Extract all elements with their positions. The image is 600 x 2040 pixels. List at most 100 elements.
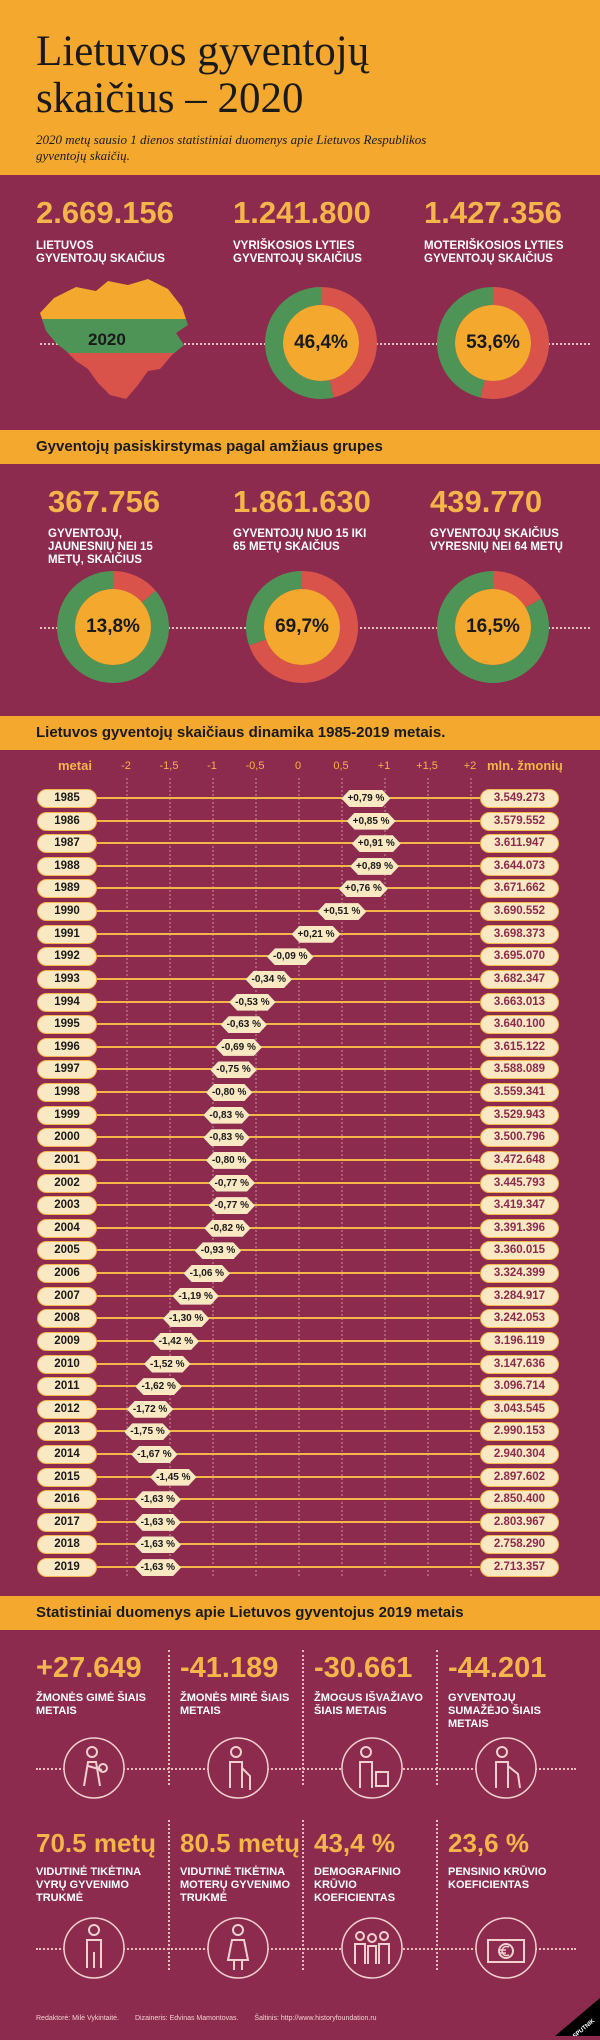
row-year-label: 1994	[37, 992, 97, 1012]
mother-baby-icon	[63, 1737, 125, 1799]
row-track	[97, 1113, 480, 1116]
x-tick-label: +2	[463, 760, 477, 772]
row-year-label: 1998	[37, 1083, 97, 1103]
row-population-label: 2.990.153	[480, 1422, 559, 1442]
working-age-label: GYVENTOJŲ NUO 15 IKI 65 METŲ SKAIČIUS	[233, 528, 367, 553]
over64-percent: 16,5%	[466, 616, 520, 637]
row-track	[97, 1452, 480, 1455]
row-track	[97, 1158, 480, 1161]
row-track	[97, 910, 480, 913]
under15-donut-chart: 13,8%	[53, 567, 173, 687]
row-population-label: 2.713.357	[480, 1558, 559, 1578]
row-change-marker: -0,80 %	[206, 1152, 252, 1169]
row-track	[97, 1226, 480, 1229]
row-year-label: 2003	[37, 1196, 97, 1216]
row-year-label: 1999	[37, 1105, 97, 1125]
x-tick-label: +1	[377, 760, 391, 772]
stats-title: Statistiniai duomenys apie Lietuvos gyve…	[0, 1596, 600, 1630]
deaths-number: -41.189	[180, 1652, 279, 1684]
sputnik-logo: SPUTNIK	[555, 1998, 600, 2036]
row-population-label: 3.500.796	[480, 1128, 559, 1148]
row-population-label: 3.549.273	[480, 789, 559, 808]
row-change-marker: -0,63 %	[221, 1016, 267, 1033]
row-year-label: 1990	[37, 902, 97, 922]
row-track	[97, 1023, 480, 1026]
row-population-label: 3.147.636	[480, 1354, 559, 1374]
row-change-marker: -1,30 %	[163, 1310, 209, 1327]
row-track	[97, 819, 480, 822]
row-year-label: 2018	[37, 1535, 97, 1555]
x-gridline	[384, 778, 386, 1576]
row-population-label: 3.196.119	[480, 1331, 559, 1351]
row-track	[97, 1091, 480, 1094]
row-change-marker: -1,52 %	[144, 1356, 190, 1373]
donut-share-segment	[480, 287, 549, 399]
female-donut-chart: 53,6%	[433, 283, 553, 403]
page-subtitle: 2020 metų sausio 1 dienos statistiniai d…	[36, 132, 427, 163]
person-cane-icon	[475, 1737, 537, 1799]
row-population-label: 3.671.662	[480, 879, 559, 899]
row-population-label: 2.940.304	[480, 1444, 559, 1464]
row-year-label: 2013	[37, 1422, 97, 1442]
row-change-marker: -0,75 %	[210, 1061, 256, 1078]
row-track	[97, 932, 480, 935]
row-year-label: 2012	[37, 1399, 97, 1419]
donut-share-segment	[321, 287, 377, 398]
donut-rest-segment	[246, 571, 302, 646]
x-gridline	[341, 778, 343, 1576]
donut-rest-segment	[437, 571, 549, 683]
under15-number: 367.756	[48, 484, 161, 519]
decrease-number: -44.201	[448, 1652, 547, 1684]
row-change-marker: -1,42 %	[153, 1333, 199, 1350]
row-change-marker: -1,75 %	[124, 1423, 170, 1440]
row-change-marker: -0,93 %	[195, 1242, 241, 1259]
row-change-marker: -0,53 %	[229, 994, 275, 1011]
working-age-donut-svg	[246, 571, 358, 683]
row-population-label: 3.663.013	[480, 992, 559, 1012]
row-track	[97, 1407, 480, 1410]
row-year-label: 2015	[37, 1467, 97, 1487]
footer-designer: Dizaineris: Edvinas Mamontovas.	[134, 2015, 239, 2022]
axis-head-population: mln. žmonių	[487, 758, 563, 773]
row-year-label: 2000	[37, 1128, 97, 1148]
working-age-percent: 69,7%	[275, 616, 329, 637]
row-year-label: 2001	[37, 1150, 97, 1170]
header: Lietuvos gyventojų skaičius – 2020 2020 m…	[0, 0, 600, 175]
total-population-number: 2.669.156	[36, 195, 174, 230]
row-track	[97, 1249, 480, 1252]
female-life-expectancy-number: 80.5 metų	[180, 1828, 300, 1858]
row-change-marker: -0,09 %	[267, 948, 313, 965]
x-tick-label: +1,5	[416, 760, 438, 772]
over64-donut-svg	[437, 571, 549, 683]
row-year-label: 2002	[37, 1173, 97, 1193]
man-icon	[63, 1917, 125, 1979]
row-change-marker: -0,34 %	[246, 971, 292, 988]
x-tick-label: -0,5	[245, 760, 265, 772]
over64-donut-chart: 16,5%	[433, 567, 553, 687]
row-population-label: 2.803.967	[480, 1512, 559, 1532]
x-tick-label: 0,5	[333, 760, 349, 772]
row-change-marker: +0,21 %	[292, 926, 341, 943]
row-change-marker: +0,85 %	[347, 813, 396, 830]
male-donut-chart: 46,4%	[261, 283, 381, 403]
x-axis-ticks: -2 -1,5 -1 -0,5 0 0,5 +1 +1,5 +2	[0, 760, 600, 776]
total-population-label: LIETUVOS GYVENTOJŲ SKAIČIUS	[36, 240, 165, 265]
row-track	[97, 1000, 480, 1003]
row-track	[97, 1136, 480, 1139]
row-population-label: 3.682.347	[480, 969, 559, 989]
births-label: ŽMONĖS GIMĖ ŠIAIS METAIS	[36, 1692, 147, 1717]
donut-center	[283, 305, 359, 381]
row-track	[97, 797, 480, 799]
year-badge: 2020	[88, 330, 126, 349]
row-population-label: 3.324.399	[480, 1264, 559, 1284]
row-population-label: 3.043.545	[480, 1399, 559, 1419]
row-year-label: 2007	[37, 1286, 97, 1306]
x-tick-label: 0	[294, 760, 302, 772]
row-year-label: 2009	[37, 1331, 97, 1351]
row-track	[97, 864, 480, 867]
row-population-label: 3.242.053	[480, 1309, 559, 1329]
row-year-label: 2006	[37, 1264, 97, 1284]
stats-separator-1	[168, 1650, 170, 1785]
under15-label: GYVENTOJŲ, JAUNESNIŲ NEI 15 METŲ, SKAIČI…	[48, 528, 153, 566]
elderly-person-icon	[207, 1737, 269, 1799]
